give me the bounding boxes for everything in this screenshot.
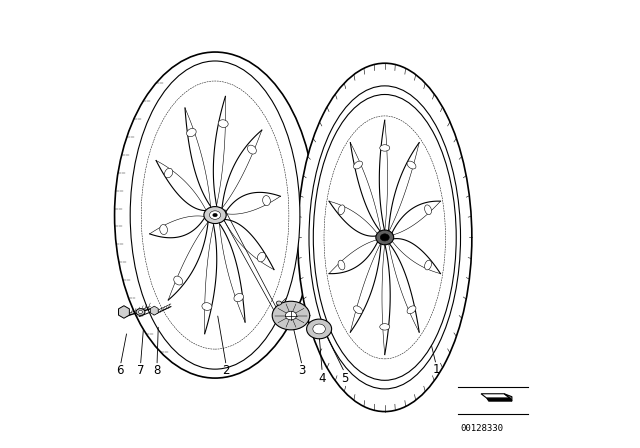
Ellipse shape	[338, 260, 345, 270]
Text: 00128330: 00128330	[460, 424, 503, 433]
Ellipse shape	[298, 63, 472, 412]
Ellipse shape	[424, 205, 431, 215]
Ellipse shape	[353, 306, 362, 314]
Polygon shape	[487, 398, 512, 401]
Ellipse shape	[115, 52, 316, 378]
Ellipse shape	[213, 213, 217, 217]
Ellipse shape	[380, 145, 390, 151]
Ellipse shape	[272, 301, 310, 330]
Ellipse shape	[209, 211, 221, 220]
Text: 6: 6	[116, 364, 124, 377]
Ellipse shape	[234, 293, 243, 302]
Ellipse shape	[173, 276, 182, 285]
Text: 4: 4	[319, 371, 326, 384]
Ellipse shape	[202, 303, 212, 310]
Ellipse shape	[218, 120, 228, 128]
Ellipse shape	[164, 168, 173, 178]
Ellipse shape	[407, 306, 416, 314]
Ellipse shape	[257, 252, 266, 262]
Text: 3: 3	[298, 364, 306, 377]
Ellipse shape	[309, 86, 461, 389]
Ellipse shape	[248, 145, 257, 154]
Text: 8: 8	[154, 364, 161, 377]
Text: 1: 1	[433, 362, 440, 376]
Ellipse shape	[285, 311, 296, 320]
Ellipse shape	[160, 224, 168, 235]
Ellipse shape	[380, 323, 390, 330]
Ellipse shape	[338, 205, 345, 215]
Ellipse shape	[187, 129, 196, 137]
Text: 7: 7	[137, 364, 144, 377]
Ellipse shape	[407, 161, 416, 169]
Ellipse shape	[424, 260, 431, 270]
Text: 5: 5	[341, 371, 348, 384]
Ellipse shape	[204, 207, 226, 224]
Ellipse shape	[376, 230, 394, 245]
Polygon shape	[481, 394, 510, 398]
Ellipse shape	[262, 196, 270, 206]
Ellipse shape	[276, 301, 282, 305]
Ellipse shape	[130, 61, 300, 369]
Ellipse shape	[353, 161, 362, 169]
Ellipse shape	[313, 324, 325, 334]
Ellipse shape	[380, 234, 389, 241]
Ellipse shape	[314, 95, 456, 380]
Text: 2: 2	[223, 364, 230, 377]
Ellipse shape	[307, 319, 332, 339]
Polygon shape	[504, 394, 512, 401]
Ellipse shape	[136, 309, 145, 315]
Ellipse shape	[138, 310, 143, 314]
